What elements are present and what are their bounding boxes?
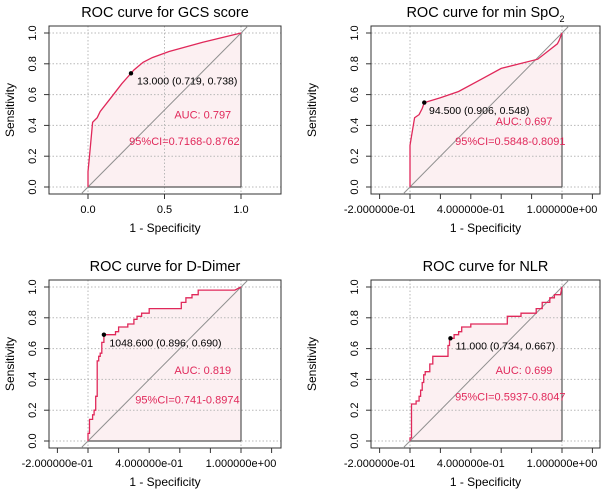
y-tick-label: 0.2 — [349, 403, 361, 418]
plot-frame — [370, 279, 601, 449]
x-axis-title: 1 - Specificity — [450, 475, 521, 489]
ci-label: 95%CI=0.741-0.8974 — [135, 394, 239, 406]
ci-label: 95%CI=0.7168-0.8762 — [129, 136, 239, 148]
x-axis-title: 1 - Specificity — [129, 475, 200, 489]
y-tick-label: 0.8 — [27, 310, 39, 325]
y-tick-label: 0.0 — [27, 179, 39, 194]
x-axis-title: 1 - Specificity — [450, 221, 521, 235]
y-tick-label: 0.8 — [349, 310, 361, 325]
roc-panel-2: 94.500 (0.906, 0.548)AUC: 0.697 95%CI=0.5… — [305, 5, 601, 235]
x-tick-label: -2.000000e-01 — [344, 458, 416, 470]
y-tick-label: 0.0 — [349, 433, 361, 448]
y-tick-label: 0.6 — [27, 341, 39, 356]
y-tick-label: 0.4 — [27, 118, 39, 133]
auc-label: AUC: 0.699 — [496, 365, 553, 377]
chart-title: ROC curve for NLR — [423, 259, 549, 275]
y-tick-label: 0.4 — [27, 372, 39, 387]
chart-title-main: ROC curve for D-Dimer — [90, 259, 241, 275]
x-tick-label: 4.000000e-01 — [437, 204, 505, 216]
x-tick-label: -2.000000e-01 — [344, 204, 416, 216]
y-tick-label: 0.0 — [349, 179, 361, 194]
chart-title: ROC curve for min SpO2 — [406, 5, 564, 24]
y-tick-label: 0.2 — [27, 403, 39, 418]
threshold-label: 1048.600 (0.896, 0.690) — [109, 337, 221, 349]
plot-frame — [370, 25, 601, 195]
x-tick-label: 1.0 — [233, 204, 248, 216]
x-tick-label: 1.000000e+00 — [206, 458, 277, 470]
ci-label: 95%CI=0.5848-0.8091 — [455, 136, 565, 148]
y-axis-title: Sensitivity — [305, 337, 319, 391]
reference-diagonal — [403, 26, 569, 194]
y-axis-title: Sensitivity — [305, 83, 319, 137]
plot-frame — [48, 279, 282, 449]
chart-title: ROC curve for GCS score — [81, 5, 249, 21]
threshold-point — [101, 332, 107, 337]
y-tick-label: 0.6 — [349, 87, 361, 102]
y-tick-label: 0.4 — [349, 118, 361, 133]
threshold-point — [448, 336, 453, 341]
y-tick-label: 0.6 — [27, 87, 39, 102]
x-tick-label: 4.000000e-01 — [437, 458, 505, 470]
x-tick-label: 1.000000e+00 — [527, 204, 598, 216]
y-tick-label: 1.0 — [27, 279, 39, 294]
reference-diagonal — [81, 26, 248, 194]
chart-title-main: ROC curve for GCS score — [81, 5, 249, 21]
x-tick-label: 4.000000e-01 — [115, 458, 183, 470]
y-tick-label: 0.4 — [349, 372, 361, 387]
threshold-point — [128, 71, 134, 76]
auc-label: AUC: 0.697 — [496, 116, 553, 128]
y-tick-label: 0.8 — [27, 56, 39, 71]
roc-curve-line — [409, 286, 563, 441]
x-tick-label: 0.0 — [80, 204, 95, 216]
threshold-label: 11.000 (0.734, 0.667) — [456, 341, 556, 353]
y-tick-label: 1.0 — [27, 25, 39, 40]
y-tick-label: 0.2 — [349, 149, 361, 164]
x-axis-title: 1 - Specificity — [129, 221, 200, 235]
threshold-label: 13.000 (0.719, 0.738) — [137, 76, 237, 88]
y-tick-label: 0.6 — [349, 341, 361, 356]
threshold-point — [422, 100, 427, 105]
y-axis-title: Sensitivity — [3, 83, 17, 137]
x-tick-label: 0.5 — [157, 204, 172, 216]
auc-label: AUC: 0.797 — [174, 110, 231, 122]
x-tick-label: -2.000000e-01 — [22, 458, 94, 470]
chart-title-main: ROC curve for min SpO — [406, 5, 559, 21]
reference-diagonal — [81, 280, 248, 448]
roc-panel-3: 1048.600 (0.896, 0.690) AUC: 0.819 95%CI=0… — [3, 259, 282, 489]
x-tick-label: 1.000000e+00 — [527, 458, 598, 470]
y-tick-label: 1.0 — [349, 25, 361, 40]
roc-panel-4: 11.000 (0.734, 0.667) AUC: 0.699 95%CI=0.5… — [305, 259, 601, 489]
roc-curve-line — [87, 32, 242, 187]
auc-label: AUC: 0.819 — [174, 365, 231, 377]
roc-curve-line — [87, 286, 242, 441]
y-axis-title: Sensitivity — [3, 337, 17, 391]
chart-title-main: ROC curve for NLR — [423, 259, 549, 275]
y-tick-label: 0.0 — [27, 433, 39, 448]
y-tick-label: 0.8 — [349, 56, 361, 71]
y-tick-label: 1.0 — [349, 279, 361, 294]
chart-title: ROC curve for D-Dimer — [90, 259, 241, 275]
threshold-label: 94.500 (0.906, 0.548) — [429, 105, 529, 117]
roc-curve-line — [409, 32, 563, 187]
chart-title-subscript: 2 — [560, 14, 565, 24]
ci-label: 95%CI=0.5937-0.8047 — [455, 391, 565, 403]
y-tick-label: 0.2 — [27, 149, 39, 164]
roc-panel-1: 13.000 (0.719, 0.738) AUC: 0.797 95%CI=0.7… — [3, 5, 282, 235]
